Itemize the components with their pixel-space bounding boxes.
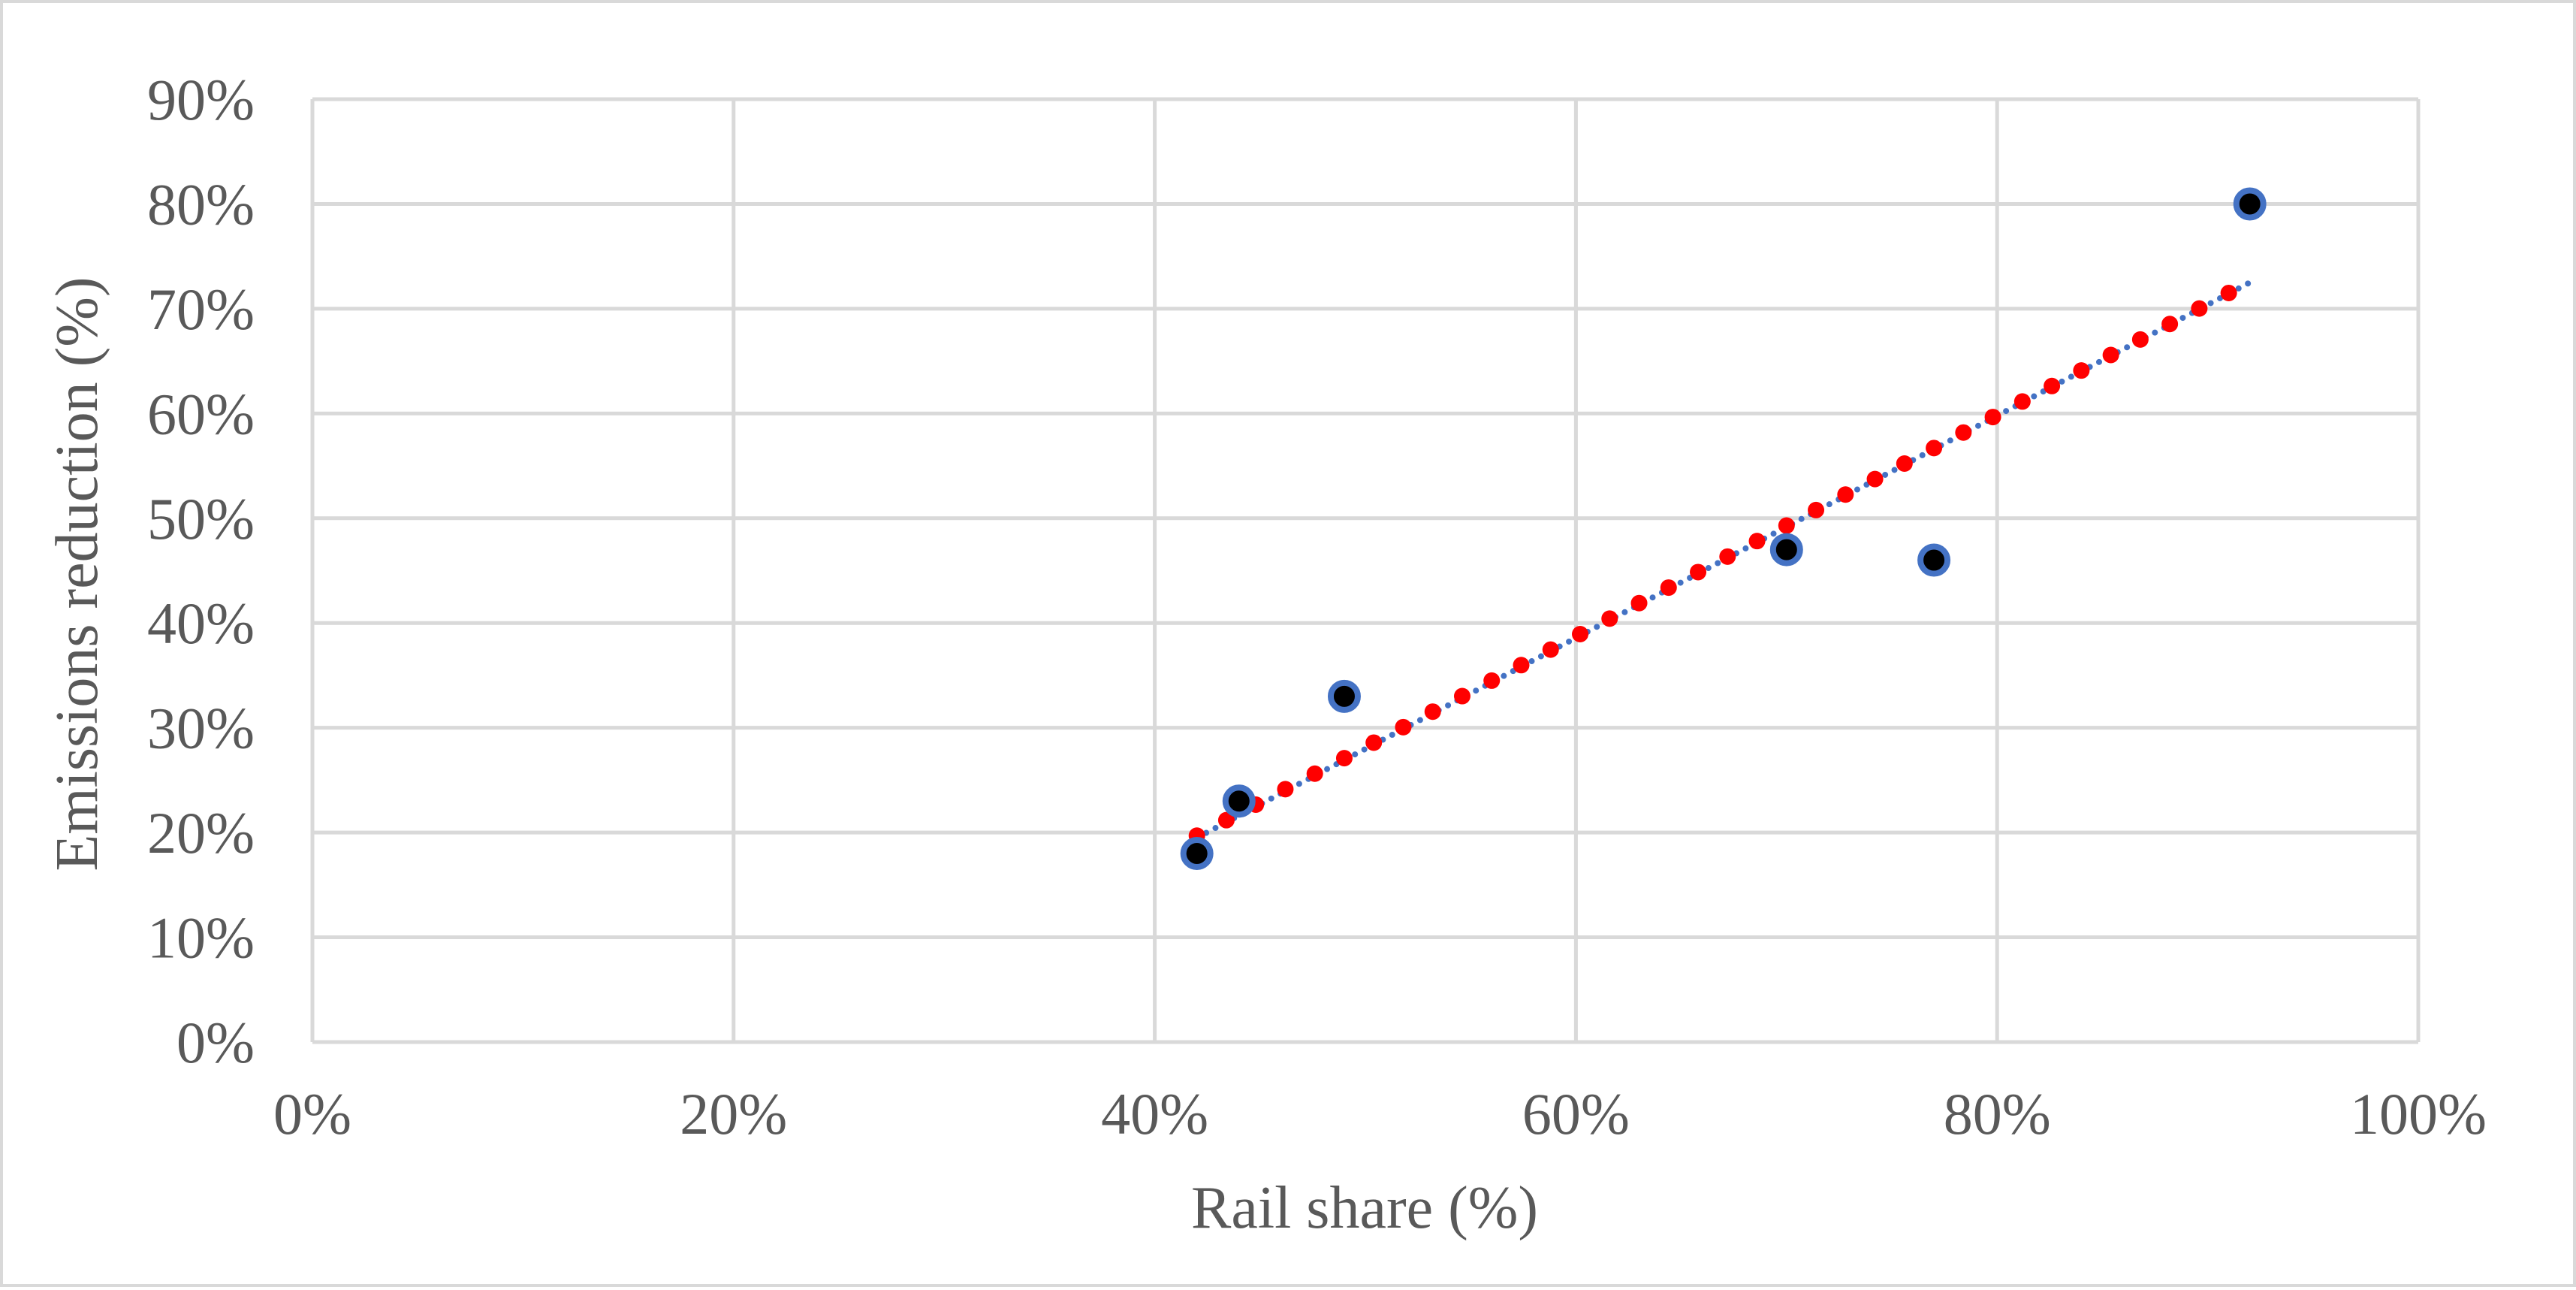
data-point [1917, 543, 1951, 577]
trendline-dot [1572, 626, 1589, 643]
trendline-dot [1277, 781, 1294, 798]
trendline-dot [2161, 316, 2179, 333]
trendline-dot [1837, 486, 1854, 503]
trendline-dot [1306, 765, 1323, 782]
trendline-dot [1513, 657, 1530, 674]
trendline-dot [1453, 687, 1470, 705]
x-tick-label: 40% [1101, 1081, 1208, 1146]
y-tick-label: 50% [147, 486, 255, 551]
x-tick-label: 0% [273, 1081, 351, 1146]
trendline-dot [1808, 501, 1825, 518]
trendline-dot [1365, 734, 1383, 751]
x-tick-label: 20% [680, 1081, 787, 1146]
data-points [1180, 187, 2267, 870]
scatter-chart: 0% 10% 20% 30% 40% 50% 60% 70% 80% 90% 0% 20% 40% 60… [44, 67, 2487, 1241]
data-point [1769, 533, 1803, 566]
trendline-dot [1896, 455, 1913, 472]
trendline-dot [2191, 300, 2208, 317]
x-tick-labels: 0% 20% 40% 60% 80% 100% [273, 1081, 2487, 1146]
y-tick-label: 30% [147, 696, 255, 761]
trendline-dot [1926, 440, 1943, 457]
y-tick-label: 80% [147, 171, 255, 237]
data-point [1222, 784, 1256, 818]
trendline-dot [1660, 579, 1677, 597]
data-point [1180, 837, 1214, 870]
trendlines [1188, 279, 2253, 844]
trendline-dot [1424, 703, 1441, 721]
trendline-dot [1483, 672, 1501, 689]
y-tick-label: 40% [147, 591, 255, 656]
trendline-dot [1748, 533, 1766, 550]
y-tick-label: 10% [147, 905, 255, 971]
trendline-dot [2220, 284, 2237, 301]
trendline-dot [2013, 393, 2031, 410]
trendline-dot [1601, 610, 1618, 627]
trendline-dot [1984, 409, 2001, 426]
trendline-dot [2102, 346, 2119, 364]
trendline-dot [1335, 750, 1353, 767]
y-axis-title: Emissions reduction (%) [44, 277, 110, 872]
x-tick-label: 100% [2350, 1081, 2487, 1146]
y-tick-label: 20% [147, 800, 255, 866]
x-axis-title: Rail share (%) [1191, 1175, 1538, 1241]
trendline-dot [1778, 517, 1795, 534]
trendline-dot [1217, 811, 1235, 829]
y-tick-label: 70% [147, 276, 255, 342]
data-point [1327, 679, 1361, 713]
data-point [2233, 187, 2267, 221]
trendline-dot [1690, 563, 1707, 581]
y-tick-label: 0% [176, 1010, 255, 1075]
y-tick-labels: 0% 10% 20% 30% 40% 50% 60% 70% 80% 90% [147, 67, 255, 1075]
trendline-dot [1630, 594, 1648, 612]
trendline-dot [1955, 424, 1972, 441]
y-tick-label: 90% [147, 67, 255, 132]
trendline-dot [2073, 362, 2090, 379]
y-tick-label: 60% [147, 381, 255, 446]
trendline-dot [2131, 331, 2149, 348]
x-tick-label: 80% [1944, 1081, 2051, 1146]
trendline-dot [1542, 641, 1559, 658]
trendline-dot [1866, 470, 1884, 488]
trendline-dot [2044, 377, 2061, 394]
trendline-dot [1395, 718, 1412, 736]
x-tick-label: 60% [1522, 1081, 1630, 1146]
grid-lines [310, 97, 2421, 1044]
trendline-dot [1719, 548, 1736, 565]
